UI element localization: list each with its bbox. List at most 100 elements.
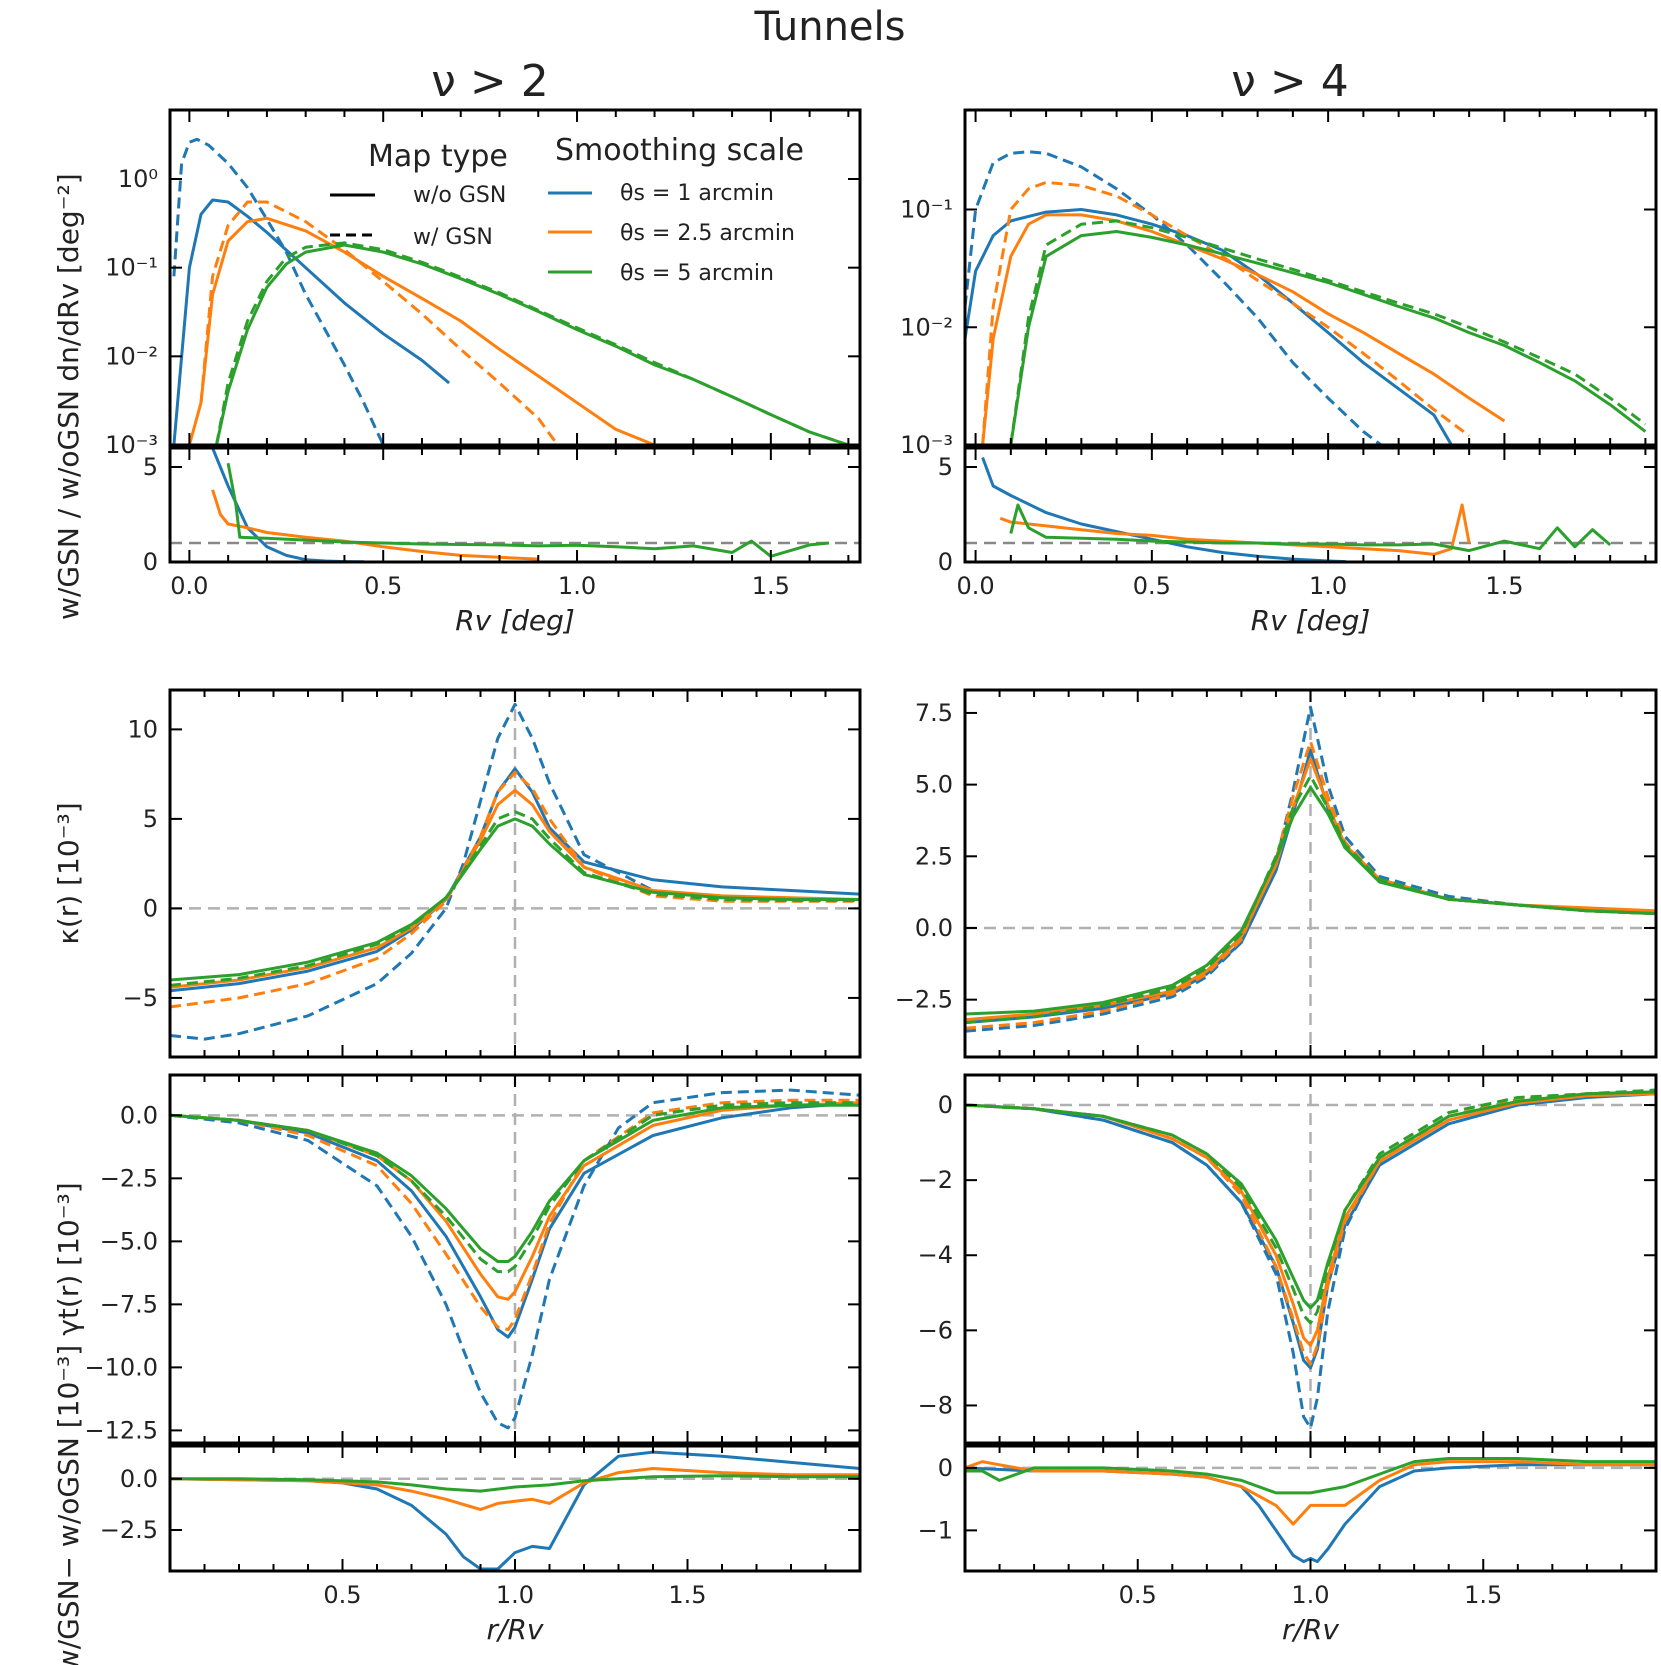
y-tick-label: −2: [918, 1166, 953, 1194]
legend-map-type-title: Map type: [368, 139, 508, 174]
y-tick-label: 5: [143, 453, 158, 481]
series-line-blue-solid: [170, 1101, 860, 1339]
axes-frame: [168, 108, 862, 447]
x-tick-label: 1.0: [558, 572, 596, 600]
right-difference-panel: −1 0 0.5 1.0 1.5 r/Rv: [918, 1444, 1658, 1646]
x-tick-label: 0.5: [1133, 572, 1171, 600]
legend-label-scale-1: θs = 1 arcmin: [620, 181, 774, 206]
x-axis-label: r/Rv: [1282, 1613, 1339, 1646]
x-tick-label: 0.0: [956, 572, 994, 600]
series-line-orange-solid: [981, 213, 1506, 445]
series-line-green-solid: [215, 243, 849, 445]
y-tick-label: −1: [918, 1516, 953, 1544]
y-tick-label: 0: [143, 548, 158, 576]
series-line-green-solid: [965, 1090, 1656, 1310]
y-tick-label: 5.0: [915, 771, 953, 799]
x-tick-label: 1.5: [1485, 572, 1523, 600]
series-group: [981, 456, 1612, 562]
series-line-green-dashed: [965, 1088, 1656, 1325]
series-line-orange-dashed: [981, 180, 1470, 445]
y-tick-label: 10⁻²: [105, 342, 158, 370]
axes-frame: [168, 446, 862, 564]
y-tick-label: 7.5: [915, 699, 953, 727]
y-tick-label: −4: [918, 1241, 953, 1269]
series-line-orange-solid: [999, 503, 1471, 556]
y-axis-label: w/GSN / w/oGSN: [52, 390, 85, 620]
right-kappa-panel: −2.5 0.0 2.5 5.0 7.5: [895, 688, 1658, 1059]
series-line-green-solid: [170, 817, 860, 982]
legend-label-without-gsn: w/o GSN: [413, 183, 506, 208]
series-line-green-solid: [226, 462, 830, 558]
y-tick-label: 0: [938, 1091, 953, 1119]
series-line-green-dashed: [170, 810, 860, 987]
right-gamma-panel: −8 −6 −4 −2 0: [918, 1073, 1658, 1445]
right-ratio-panel: 0 5 0.0 0.5 1.0 1.5 Rv [deg]: [938, 446, 1658, 637]
y-axis-label: κ(r) [10⁻³]: [52, 802, 85, 944]
series-line-green-dashed: [215, 241, 849, 445]
series-line-green-solid: [1009, 503, 1612, 553]
y-tick-label: 5: [938, 453, 953, 481]
y-tick-label: −8: [918, 1391, 953, 1419]
series-line-blue-solid: [170, 1450, 860, 1571]
y-tick-label: −2.5: [895, 986, 953, 1014]
y-tick-label: 0.0: [915, 914, 953, 942]
x-tick-label: 1.5: [752, 572, 790, 600]
legend-label-scale-3: θs = 5 arcmin: [620, 261, 774, 286]
series-line-blue-solid: [965, 1463, 1656, 1564]
y-tick-label: 0.0: [120, 1101, 158, 1129]
left-abundance-panel: 10⁻³ 10⁻² 10⁻¹ 10⁰ dn/dRv [deg⁻²]: [52, 108, 862, 459]
x-tick-label: 0.0: [170, 572, 208, 600]
y-tick-label: 0: [938, 1454, 953, 1482]
y-axis-label: γt(r) [10⁻³]: [52, 1182, 85, 1335]
y-tick-label: 0: [938, 548, 953, 576]
series-line-blue-dashed: [965, 150, 1382, 445]
y-tick-label: 10: [127, 715, 158, 743]
y-tick-label: 10⁻³: [105, 431, 158, 459]
x-tick-label: 1.5: [1464, 1581, 1502, 1609]
series-line-blue-solid: [965, 1092, 1656, 1370]
y-tick-label: 2.5: [915, 842, 953, 870]
y-tick-label: 10⁻²: [900, 313, 953, 341]
series-line-orange-solid: [170, 788, 860, 989]
legend-label-with-gsn: w/ GSN: [413, 225, 493, 250]
y-tick-label: −2.5: [100, 1516, 158, 1544]
series-line-orange-dashed: [199, 200, 559, 445]
series-line-orange-solid: [965, 1460, 1656, 1526]
x-axis-label: Rv [deg]: [1251, 604, 1371, 637]
axes-frame: [963, 108, 1658, 447]
legend: Map type Smoothing scale w/o GSN w/ GSN …: [330, 133, 804, 286]
x-tick-label: 1.0: [496, 1581, 534, 1609]
series-group: [170, 702, 860, 1041]
left-difference-panel: −2.5 0.0 0.5 1.0 1.5 r/Rv w/GSN− w/oGSN [10⁻³]: [52, 1345, 862, 1665]
y-axis-label: dn/dRv [deg⁻²]: [52, 173, 85, 381]
y-tick-label: −5.0: [100, 1227, 158, 1255]
x-tick-label: 1.0: [1309, 572, 1347, 600]
y-tick-label: 10⁻¹: [900, 196, 953, 224]
series-group: [211, 448, 830, 562]
series-line-blue-dashed: [965, 1092, 1656, 1430]
y-tick-label: 10⁻¹: [105, 254, 158, 282]
series-line-green-solid: [1009, 230, 1647, 445]
right-column-title: ν > 4: [1231, 56, 1348, 107]
series-group: [170, 1088, 860, 1430]
y-tick-label: 0: [143, 894, 158, 922]
y-tick-label: −7.5: [100, 1290, 158, 1318]
left-gamma-panel: −12.5 −10.0 −7.5 −5.0 −2.5 0.0 γt(r) [10⁻³]: [52, 1073, 862, 1445]
y-tick-label: 10⁰: [118, 165, 158, 193]
series-group: [965, 1088, 1656, 1430]
series-group: [170, 1450, 860, 1571]
series-group: [965, 150, 1647, 445]
y-tick-label: 0.0: [120, 1465, 158, 1493]
left-column-title: ν > 2: [431, 56, 548, 107]
left-kappa-panel: −5 0 5 10 κ(r) [10⁻³]: [52, 688, 862, 1059]
series-line-orange-dashed: [170, 770, 860, 1009]
axes-frame: [963, 446, 1658, 564]
x-axis-label: r/Rv: [487, 1613, 544, 1646]
y-tick-label: −2.5: [100, 1164, 158, 1192]
x-tick-label: 1.5: [668, 1581, 706, 1609]
y-tick-label: −6: [918, 1316, 953, 1344]
series-group: [172, 137, 849, 445]
right-abundance-panel: 10⁻³ 10⁻² 10⁻¹: [900, 108, 1658, 459]
series-group: [965, 705, 1656, 1033]
y-axis-label: w/GSN− w/oGSN [10⁻³]: [52, 1345, 85, 1665]
